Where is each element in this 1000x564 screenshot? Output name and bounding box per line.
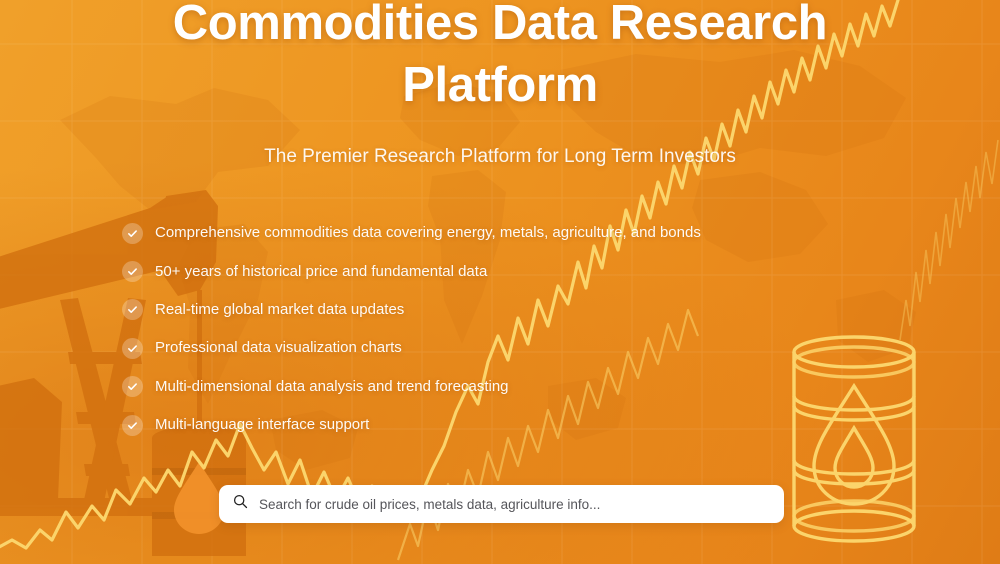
- check-icon: [122, 414, 143, 436]
- search-bar[interactable]: [219, 485, 784, 523]
- check-icon: [122, 376, 143, 398]
- check-icon: [122, 337, 143, 359]
- check-icon: [122, 261, 143, 283]
- feature-item: 50+ years of historical price and fundam…: [122, 252, 822, 290]
- feature-label: Multi-dimensional data analysis and tren…: [155, 377, 509, 395]
- feature-label: Comprehensive commodities data covering …: [155, 224, 701, 242]
- feature-item: Professional data visualization charts: [122, 329, 822, 367]
- feature-label: Professional data visualization charts: [155, 339, 402, 357]
- page-title: Commodities Data Research Platform: [172, 0, 828, 112]
- feature-item: Multi-dimensional data analysis and tren…: [122, 368, 822, 406]
- feature-label: Real-time global market data updates: [155, 300, 405, 318]
- feature-item: Multi-language interface support: [122, 406, 822, 444]
- feature-label: 50+ years of historical price and fundam…: [155, 262, 488, 280]
- feature-item: Real-time global market data updates: [122, 291, 822, 329]
- check-icon: [122, 222, 143, 244]
- page-subtitle: The Premier Research Platform for Long T…: [264, 146, 736, 167]
- feature-label: Multi-language interface support: [155, 416, 370, 434]
- search-icon: [233, 494, 248, 514]
- feature-list: Comprehensive commodities data covering …: [122, 214, 822, 444]
- feature-item: Comprehensive commodities data covering …: [122, 214, 822, 252]
- check-icon: [122, 299, 143, 321]
- search-input[interactable]: [259, 485, 770, 523]
